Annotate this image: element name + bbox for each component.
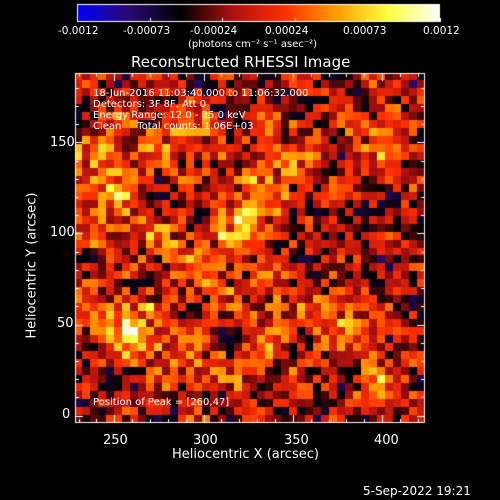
y-tick-label: 50 [57,316,74,331]
annotation-time-range: 18-Jun-2016 11:03:40.000 to 11:06:32.000 [93,88,309,99]
colorbar-tick-label: -0.0012 [58,25,99,37]
colorbar-tick-label: 0.0012 [423,25,460,37]
footer-date: 5-Sep-2022 19:21 [363,484,471,498]
colorbar-unit-label: (photons cm⁻² s⁻¹ asec⁻²) [188,39,318,50]
x-tick-label: 300 [193,433,218,448]
y-tick-label: 0 [62,407,71,422]
chart-title: Reconstructed RHESSI Image [131,53,351,71]
x-tick-label: 250 [103,433,128,448]
annotation-detectors: Detectors: 3F 8F, Att 0 [93,99,207,110]
colorbar-tick-label: 0.00073 [343,25,387,37]
x-tick-label: 350 [284,433,309,448]
y-tick-label: 150 [50,135,75,150]
colorbar-tick-label: 0.00024 [265,25,309,37]
y-tick-label: 100 [50,225,75,240]
annotation-energy-range: Energy Range: 12.0 - 25.0 keV [93,110,246,121]
x-tick-label: 400 [374,433,399,448]
annotation-peak-position: Position of Peak = [260,47] [93,397,230,408]
colorbar-tick-label: -0.00073 [123,25,171,37]
colorbar-tick-label: -0.00024 [190,25,238,37]
y-axis-label: Heliocentric Y (arcsec) [24,192,40,339]
x-axis-label: Heliocentric X (arcsec) [172,447,319,462]
annotation-clean-counts: Clean Total counts: 1.06E+03 [93,121,254,132]
